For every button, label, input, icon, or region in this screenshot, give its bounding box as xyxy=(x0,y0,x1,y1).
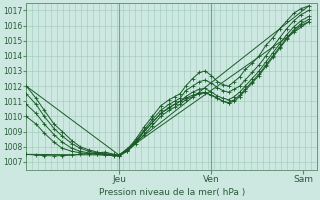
X-axis label: Pression niveau de la mer( hPa ): Pression niveau de la mer( hPa ) xyxy=(99,188,245,197)
